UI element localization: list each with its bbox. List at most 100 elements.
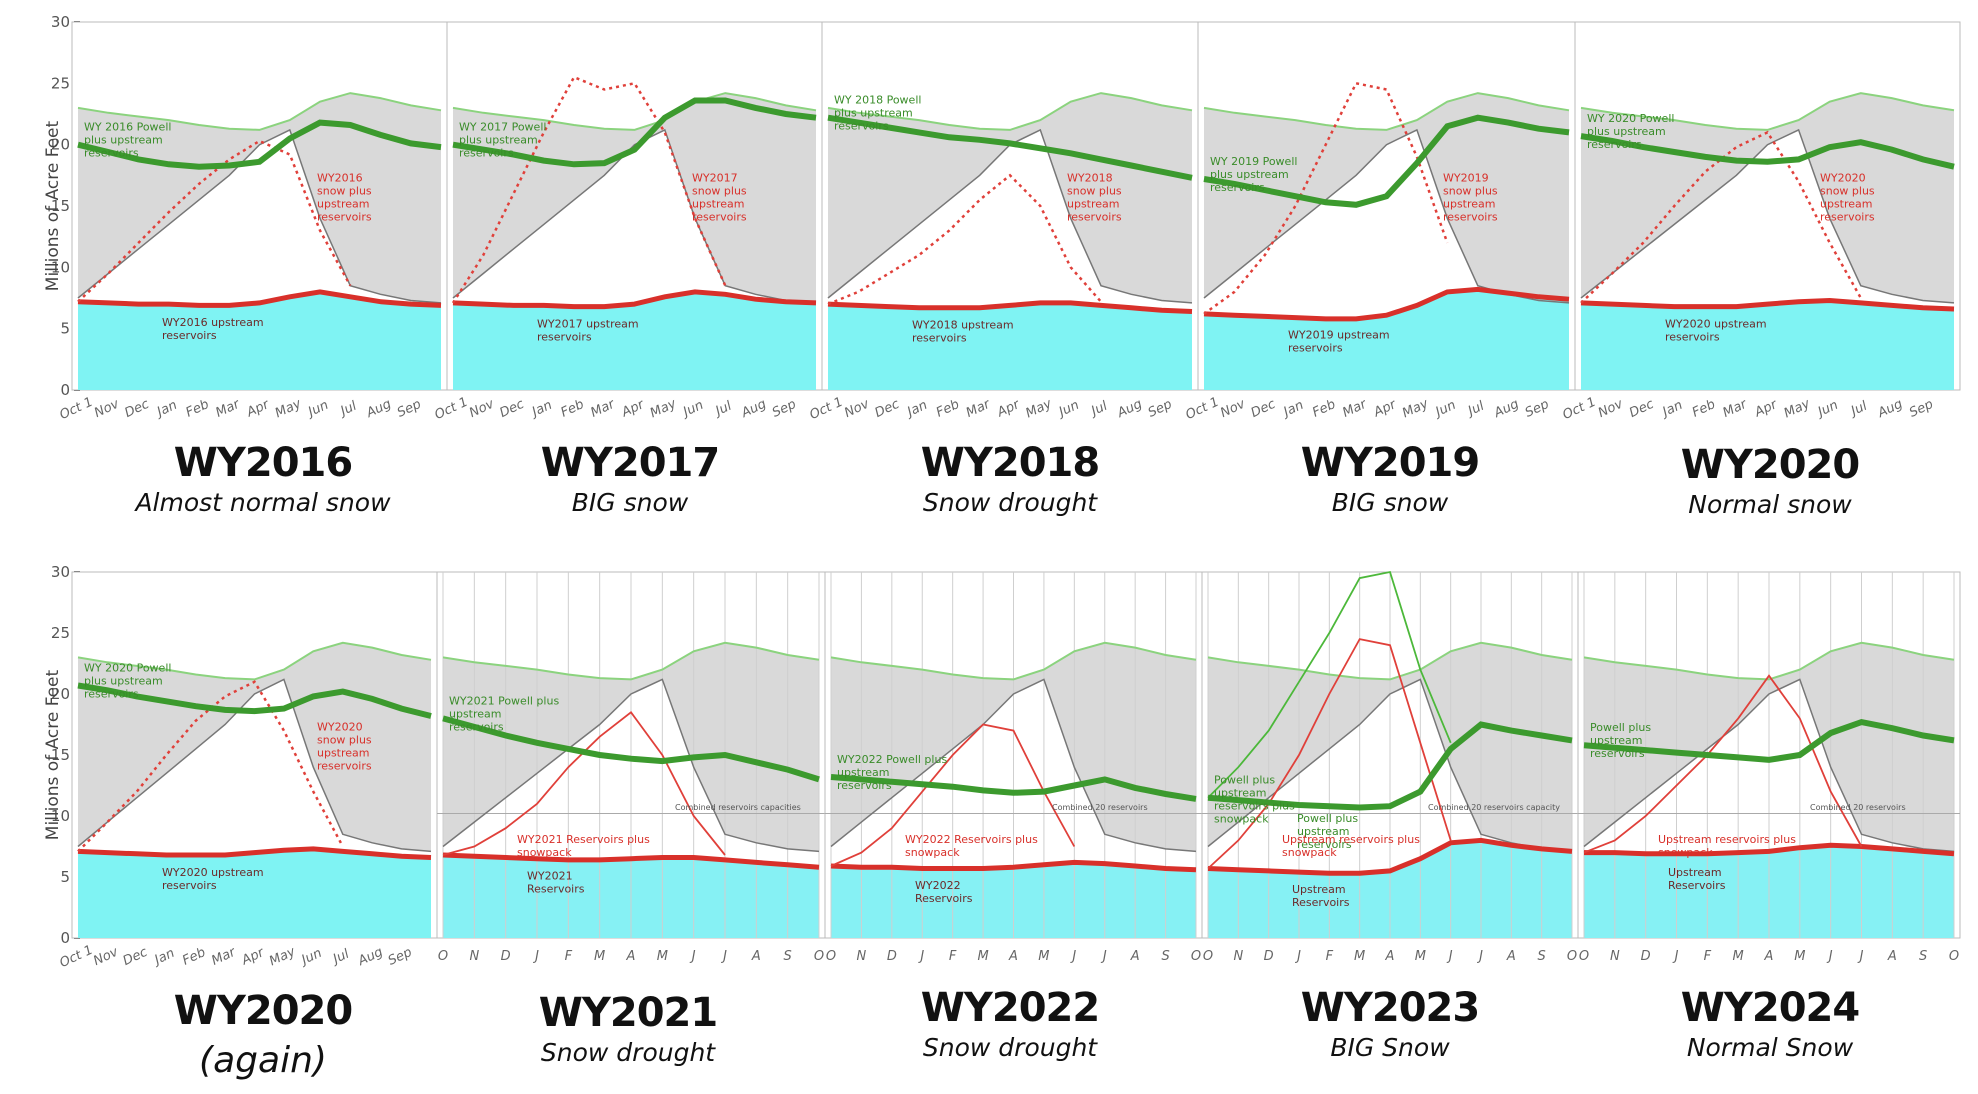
powell-line — [77, 119, 442, 170]
capacity-area — [828, 93, 1192, 303]
powell-line — [830, 774, 1197, 802]
upstream-line — [1580, 297, 1955, 312]
upstream-area — [1204, 289, 1569, 390]
capacity-area — [1581, 93, 1954, 303]
x-tick-label: Nov — [92, 397, 122, 421]
y-tick-label: 15 — [51, 746, 70, 764]
x-tick-label: A — [1506, 949, 1516, 964]
upstream-label: WY2022 Reservoirs — [915, 879, 973, 905]
x-tick-label: Feb — [1690, 397, 1718, 421]
panel-title: WY2023 — [1300, 985, 1480, 1031]
x-tick-label: M — [657, 949, 668, 964]
x-tick-label: M — [1038, 949, 1049, 964]
normal-snow-line — [442, 678, 820, 853]
x-tick-label: Jan — [1279, 398, 1306, 421]
snow-label: WY2017 snow plus upstream reservoirs — [692, 171, 747, 223]
x-tick-label: May — [1400, 396, 1431, 421]
snow-label: WY2020 snow plus upstream reservoirs — [317, 721, 372, 773]
powell-line — [452, 97, 817, 168]
x-tick-label: N — [1233, 949, 1243, 964]
snow-label: Upstream reservoirs plus snowpack — [1282, 833, 1420, 859]
x-tick-label: Oct 1 — [433, 395, 471, 423]
x-tick-label: Dec — [873, 397, 902, 421]
x-tick-label: Mar — [964, 396, 994, 421]
x-tick-label: A — [626, 949, 636, 964]
x-tick-label: Sep — [1523, 397, 1552, 421]
panel-wy2021: WY2021 Powell plus upstream reservoirs WY20… — [436, 571, 826, 964]
x-tick-label: A — [1008, 949, 1018, 964]
x-tick-label: Feb — [1310, 397, 1338, 421]
x-tick-label: O — [1567, 949, 1577, 964]
panel-subtitle: Almost normal snow — [135, 488, 391, 517]
x-tick-label: Nov — [91, 945, 121, 969]
x-tick-label: Sep — [1907, 397, 1936, 421]
powell-label: Powell plus upstream reservoirs — [1590, 721, 1651, 760]
snow-line — [827, 173, 1102, 306]
panel-wy2022: WY2022 Powell plus upstream reservoirs WY20… — [824, 571, 1203, 964]
x-tick-label: S — [1919, 949, 1927, 964]
x-tick-label: F — [565, 949, 573, 964]
upstream-label: WY2016 upstream reservoirs — [162, 316, 264, 342]
x-tick-label: Sep — [395, 397, 424, 421]
upstream-label: Upstream Reservoirs — [1292, 883, 1350, 909]
x-tick-label: Aug — [363, 397, 393, 422]
panel-title: WY2018 — [920, 440, 1100, 486]
x-tick-label: J — [689, 949, 696, 964]
x-tick-label: Jun — [1813, 398, 1840, 421]
panel-wy2016: WY 2016 Powell plus upstream reservoirs WY2… — [58, 21, 448, 423]
x-tick-label: N — [469, 949, 479, 964]
snow-label: WY2021 Reservoirs plus snowpack — [517, 833, 650, 859]
snow-label: WY2020 snow plus upstream reservoirs — [1820, 171, 1875, 223]
x-tick-label: May — [1782, 396, 1813, 421]
upstream-line — [442, 852, 820, 870]
normal-powell-line — [452, 92, 817, 131]
x-tick-label: Apr — [1371, 397, 1400, 421]
upstream-label: Upstream Reservoirs — [1668, 866, 1726, 892]
x-tick-label: Aug — [1114, 397, 1144, 422]
powell-line — [1583, 718, 1955, 763]
panel-title: WY2024 — [1680, 985, 1860, 1031]
x-tick-label: O — [1203, 949, 1213, 964]
x-tick-label: Jun — [1431, 398, 1458, 421]
x-tick-label: Jul — [1087, 399, 1111, 421]
powell-snow-line — [1207, 570, 1452, 799]
upstream-label: WY2019 upstream reservoirs — [1288, 328, 1390, 354]
x-tick-label: J — [1294, 949, 1301, 964]
upstream-label: WY2021 Reservoirs — [527, 869, 585, 895]
x-tick-label: J — [720, 949, 727, 964]
x-tick-label: Jul — [1846, 399, 1870, 421]
x-tick-label: Mar — [1721, 396, 1751, 421]
x-tick-label: Dec — [1627, 397, 1656, 421]
x-tick-label: Mar — [209, 944, 239, 969]
x-tick-label: A — [1385, 949, 1395, 964]
x-tick-label: S — [1161, 949, 1169, 964]
x-tick-label: Sep — [386, 945, 415, 969]
x-tick-label: O — [1949, 949, 1959, 964]
snow-label: Upstream reservoirs plus snowpack — [1658, 833, 1796, 859]
x-tick-label: J — [1446, 949, 1453, 964]
x-tick-label: O — [826, 949, 836, 964]
x-tick-label: D — [1264, 949, 1274, 964]
y-axis-label: Millions of Acre Feet — [43, 120, 63, 291]
y-tick-label: 0 — [60, 381, 70, 399]
x-tick-label: M — [1354, 949, 1365, 964]
capacity-area — [78, 642, 431, 852]
x-tick-label: Oct 1 — [808, 395, 846, 423]
x-tick-label: May — [273, 396, 304, 421]
powell-label: WY 2018 Powell plus upstream reservoirs — [834, 94, 921, 133]
y-axis-label: Millions of Acre Feet — [43, 669, 63, 840]
snow-line — [1203, 81, 1449, 315]
x-tick-label: A — [1130, 949, 1140, 964]
x-tick-label: Feb — [180, 945, 208, 969]
x-tick-label: Aug — [1875, 397, 1905, 422]
x-tick-label: A — [751, 949, 761, 964]
capacity-area — [453, 93, 816, 303]
panel-wy2017: WY 2017 Powell plus upstream reservoirs WY2… — [433, 21, 823, 423]
x-tick-label: Mar — [588, 396, 618, 421]
capacity-area — [78, 93, 441, 303]
normal-powell-line — [1207, 641, 1573, 681]
x-tick-label: Aug — [355, 945, 385, 970]
x-tick-label: D — [1641, 949, 1651, 964]
x-tick-label: Jan — [1658, 398, 1685, 421]
panel-wy2019: WY 2019 Powell plus upstream reservoirs WY2… — [1184, 21, 1576, 423]
